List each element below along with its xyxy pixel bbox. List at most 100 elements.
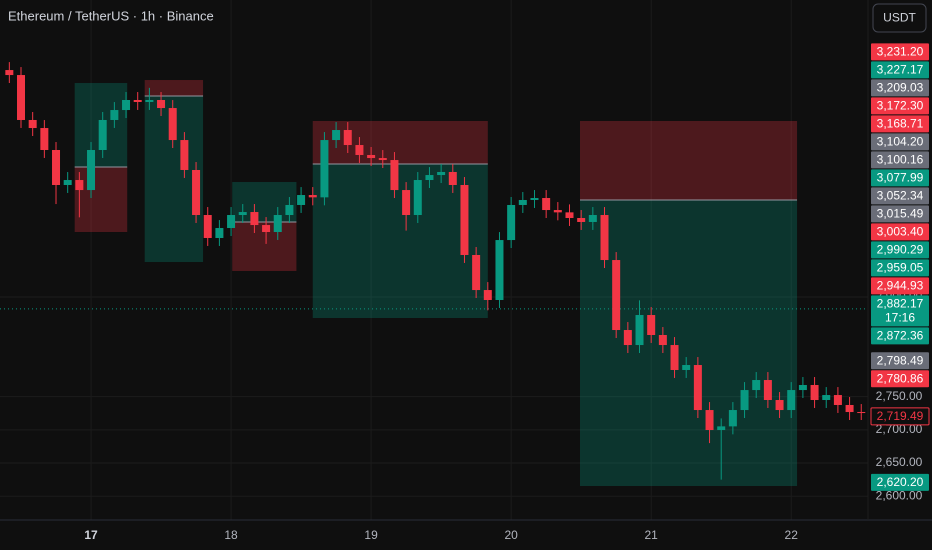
candle-body	[682, 365, 691, 370]
x-tick-label: 17	[84, 528, 98, 542]
price-label-box	[871, 327, 929, 345]
candle-body	[262, 225, 271, 233]
price-label: 2,882.17	[877, 297, 924, 311]
candle-body	[763, 380, 772, 401]
candle-body	[215, 228, 224, 238]
candle-body	[378, 158, 387, 161]
price-label: 2,780.86	[877, 371, 924, 385]
candle-body	[273, 215, 282, 233]
candle-body	[658, 335, 667, 346]
price-label-box	[871, 223, 929, 241]
price-label-box	[871, 352, 929, 370]
candle-body	[460, 184, 469, 255]
price-label: 3,100.16	[877, 153, 924, 167]
candle-body	[297, 195, 306, 205]
candle-body	[180, 140, 189, 170]
candle-body	[728, 410, 737, 427]
candle-body	[717, 426, 726, 431]
candle-body	[390, 160, 399, 191]
candle-body	[168, 108, 177, 141]
candle-body	[63, 180, 72, 185]
price-label: 3,227.17	[877, 63, 924, 77]
candle-body	[787, 390, 796, 411]
candle-body	[810, 385, 819, 401]
candle-body	[775, 400, 784, 411]
price-label-box	[871, 205, 929, 223]
candle-body	[285, 204, 294, 216]
price-label-box	[870, 407, 930, 426]
candle-body	[250, 212, 259, 226]
profit-zone	[312, 164, 488, 319]
candle-body	[28, 119, 37, 129]
x-tick-label: 19	[364, 528, 378, 542]
price-label-box	[871, 43, 929, 61]
candle-body	[238, 212, 247, 216]
candle-body	[402, 190, 411, 216]
candle-body	[483, 290, 492, 301]
candle-body	[448, 171, 457, 185]
price-label-box	[871, 370, 929, 388]
currency-label[interactable]: USDT	[883, 11, 916, 25]
price-label: 3,172.30	[877, 99, 924, 113]
price-label: 3,052.34	[877, 189, 924, 203]
candle-body	[133, 100, 142, 102]
candle-body	[343, 130, 352, 146]
candle-body	[75, 180, 84, 191]
y-tick-label: 2,700.00	[876, 422, 923, 436]
candle-body	[588, 215, 597, 222]
loss-zone	[74, 167, 128, 233]
price-label-box	[871, 295, 929, 327]
candle-body	[98, 119, 107, 151]
price-label: 3,231.20	[877, 45, 924, 59]
candle-body	[367, 154, 376, 159]
candle-body	[332, 130, 341, 141]
candle-body	[17, 75, 26, 120]
candle-body	[40, 128, 49, 151]
candle-body	[565, 212, 574, 219]
candle-body	[647, 315, 656, 336]
candle-body	[472, 254, 481, 291]
price-label-box	[871, 259, 929, 277]
price-label: 2,620.20	[877, 475, 924, 489]
price-label-box	[871, 115, 929, 133]
candle-body	[600, 215, 609, 261]
candle-body	[822, 395, 831, 401]
price-label-box	[871, 151, 929, 169]
price-label-box	[871, 169, 929, 187]
candle-body	[110, 110, 119, 120]
candle-body	[122, 100, 131, 111]
candle-body	[612, 260, 621, 331]
price-label-box	[871, 97, 929, 115]
candle-body	[740, 390, 749, 411]
candle-body	[203, 215, 212, 238]
candle-body	[577, 218, 586, 222]
price-label-box	[871, 241, 929, 259]
x-tick-label: 22	[785, 528, 799, 542]
loss-zone	[144, 80, 204, 97]
price-label: 3,077.99	[877, 171, 924, 185]
price-label: 2,872.36	[877, 329, 924, 343]
candle-body	[693, 365, 702, 411]
candle-body	[857, 412, 866, 414]
candle-body	[413, 180, 422, 216]
price-label: 3,209.03	[877, 81, 924, 95]
candle-body	[425, 175, 434, 181]
candle-body	[87, 150, 96, 191]
chart-title: Ethereum / TetherUS · 1h · Binance	[8, 8, 214, 23]
candle-body	[192, 169, 201, 216]
candle-body	[670, 345, 679, 370]
candle-body	[145, 100, 154, 102]
candle-body	[495, 240, 504, 301]
currency-button[interactable]	[872, 3, 927, 33]
candle-body	[308, 195, 317, 198]
candle-body	[320, 140, 329, 198]
price-label-box	[871, 277, 929, 295]
candle-body	[798, 385, 807, 391]
candle-body	[5, 70, 14, 76]
loss-zone	[312, 120, 488, 165]
candle-body	[542, 198, 551, 211]
price-label: 2,959.05	[877, 261, 924, 275]
price-label-box	[871, 61, 929, 79]
